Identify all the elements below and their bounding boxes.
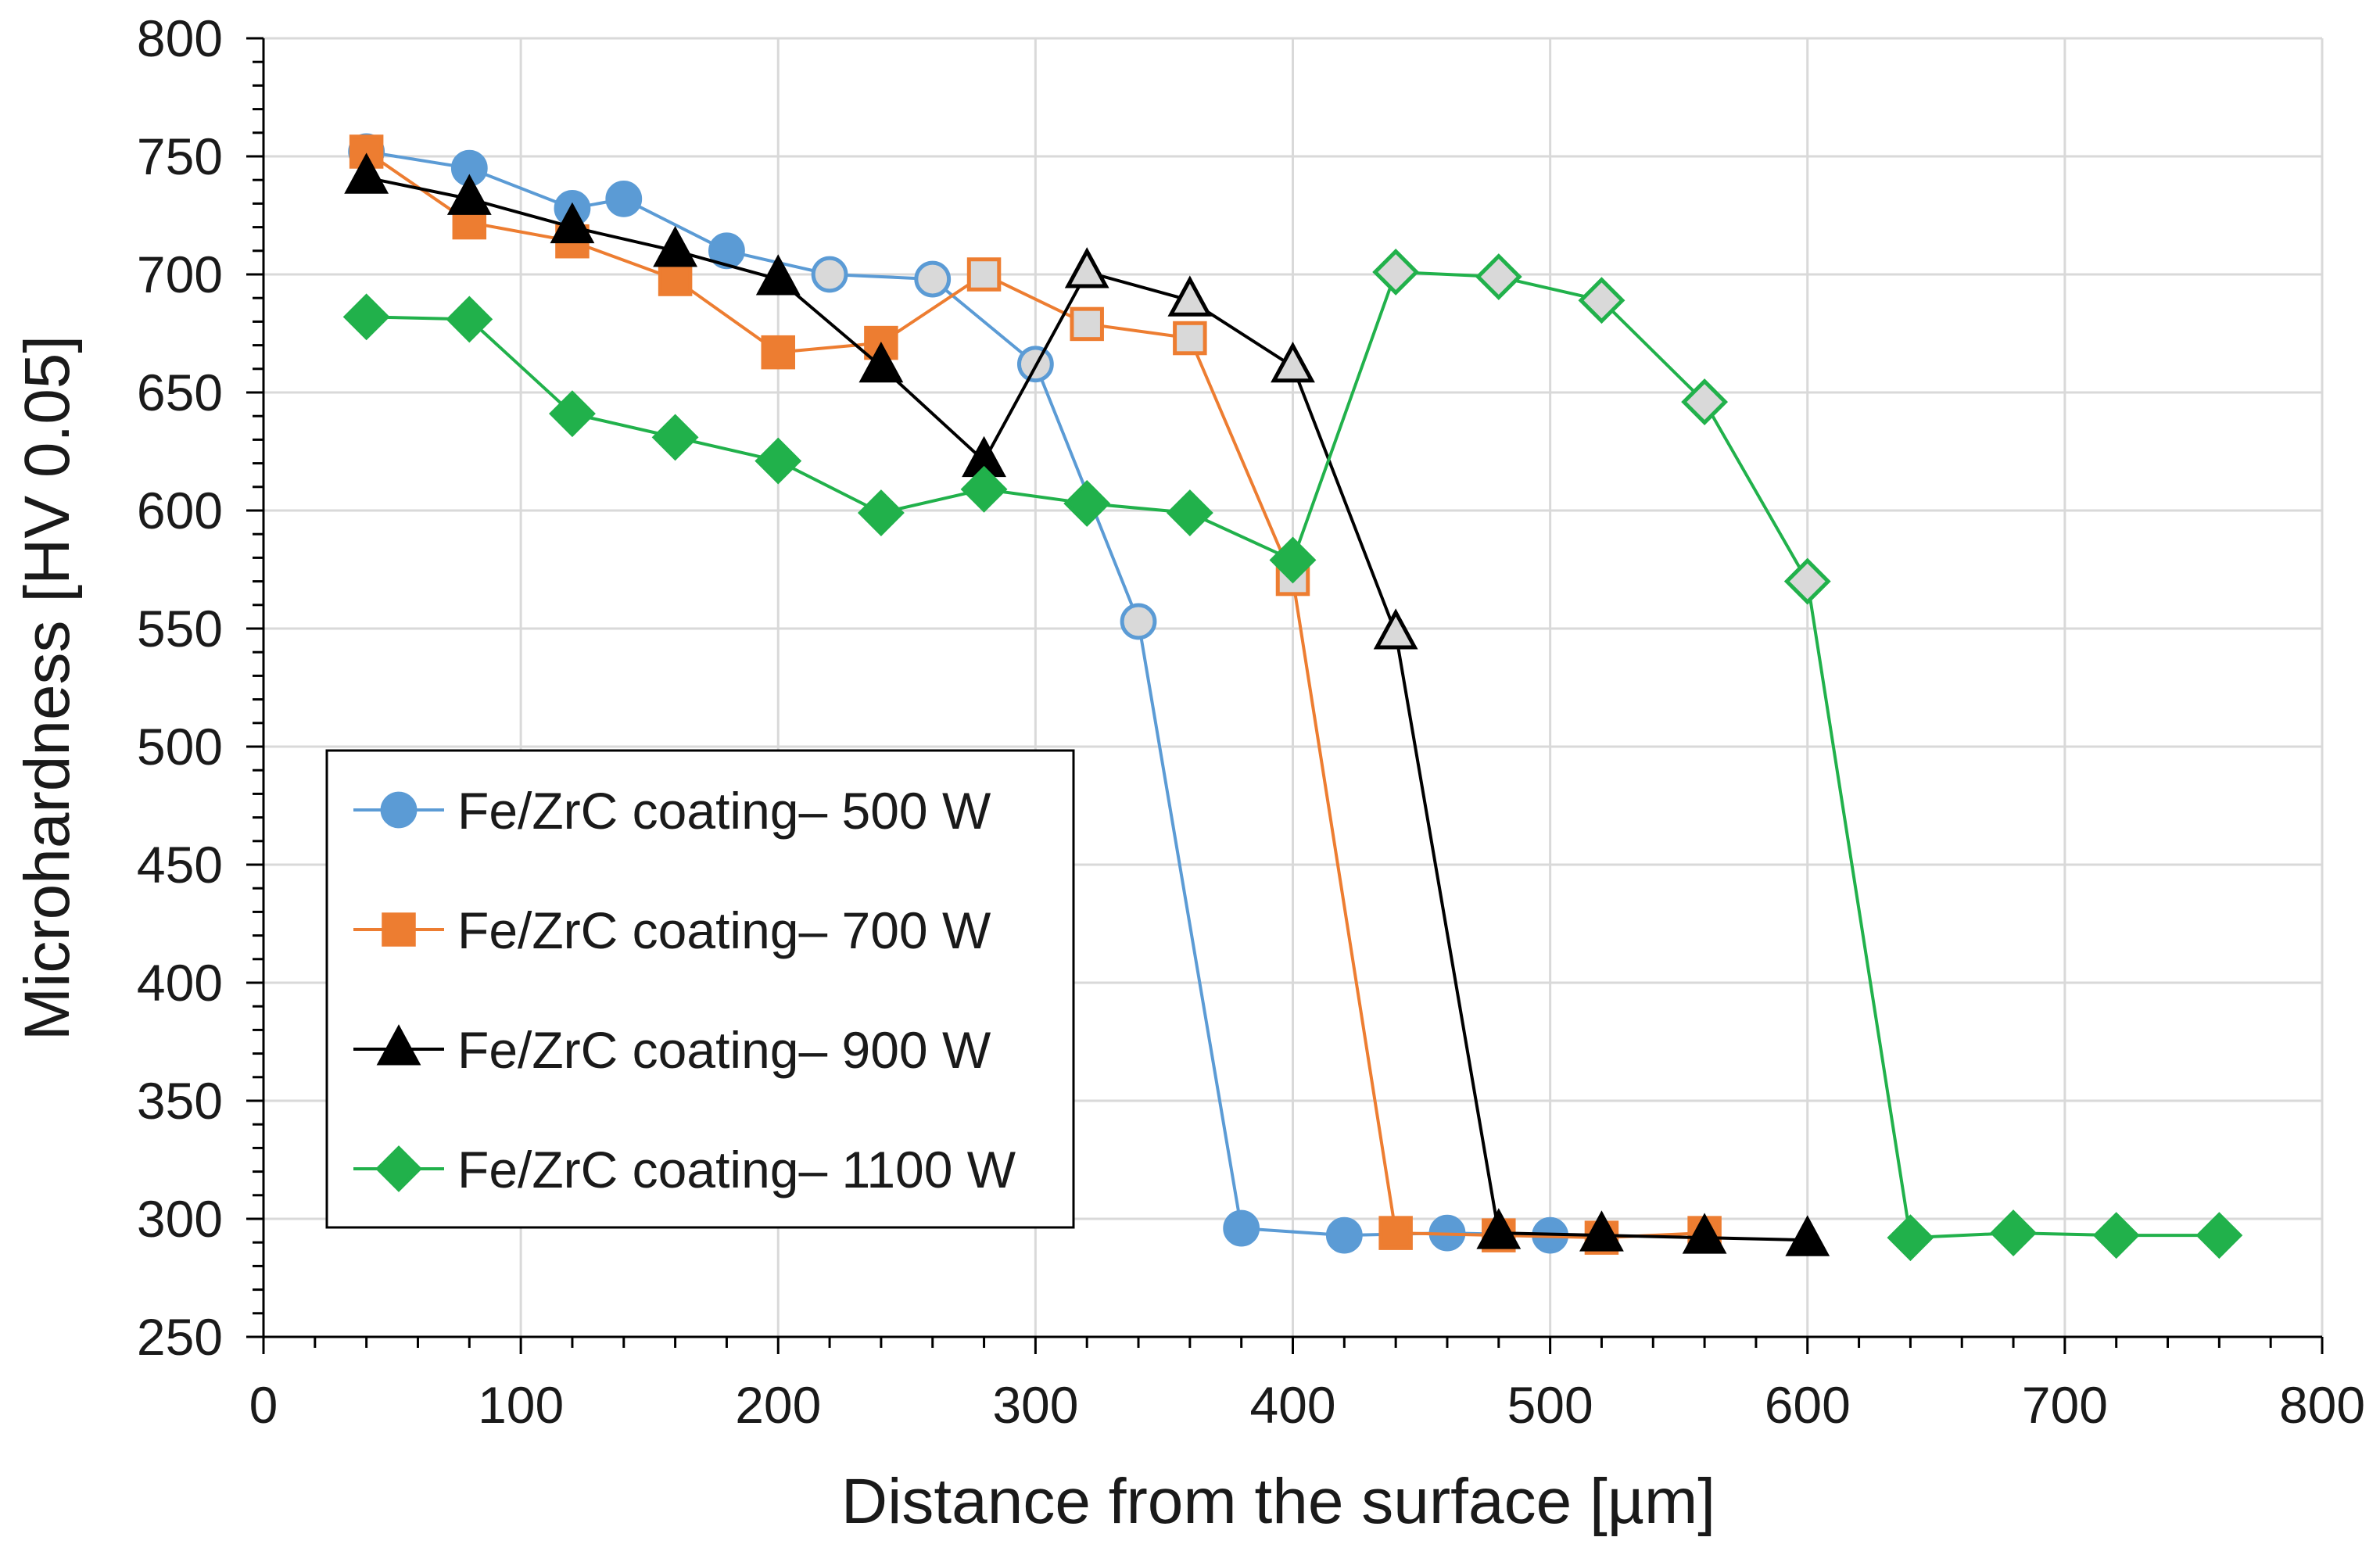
- data-point: [1325, 1216, 1363, 1254]
- data-point: [658, 262, 693, 296]
- data-point: [1476, 1208, 1522, 1249]
- x-tick-label: 800: [2279, 1376, 2365, 1434]
- legend-box: [325, 749, 1075, 1229]
- data-point: [1378, 1216, 1413, 1250]
- data-point: [966, 257, 1002, 292]
- data-point: [1063, 480, 1111, 527]
- data-point: [2092, 1212, 2140, 1259]
- x-tick-label: 700: [2022, 1376, 2108, 1434]
- legend-label: Fe/ZrC coating– 700 W: [457, 901, 991, 959]
- data-point: [1372, 249, 1420, 296]
- x-axis-title: Distance from the surface [µm]: [841, 1466, 1715, 1537]
- data-point: [549, 390, 596, 438]
- y-tick-label: 400: [137, 954, 223, 1012]
- data-point: [1682, 1213, 1727, 1254]
- legend-marker: [380, 791, 418, 829]
- data-point: [1578, 277, 1625, 324]
- data-point: [1070, 306, 1104, 342]
- y-tick-label: 250: [137, 1308, 223, 1366]
- series-diamond: [342, 249, 2243, 1262]
- data-point: [1990, 1209, 2037, 1257]
- data-point: [1166, 489, 1213, 536]
- legend-entry: Fe/ZrC coating– 700 W: [353, 901, 991, 959]
- data-point: [1271, 341, 1315, 383]
- x-tick-label: 300: [992, 1376, 1078, 1434]
- data-point: [761, 335, 795, 370]
- data-point: [1475, 253, 1522, 300]
- data-point: [1887, 1214, 1934, 1262]
- data-point: [1120, 603, 1157, 640]
- x-tick-label: 200: [735, 1376, 821, 1434]
- x-tick-label: 500: [1507, 1376, 1593, 1434]
- data-point: [1269, 536, 1317, 584]
- legend-label: Fe/ZrC coating– 900 W: [457, 1021, 991, 1079]
- data-point: [2195, 1212, 2243, 1259]
- data-point: [1783, 557, 1831, 605]
- data-point: [1223, 1209, 1260, 1247]
- data-point: [1681, 378, 1729, 426]
- data-point: [1173, 321, 1207, 356]
- legend-label: Fe/ZrC coating– 500 W: [457, 782, 991, 840]
- data-point: [755, 437, 802, 485]
- data-point: [858, 341, 904, 383]
- data-point: [651, 414, 699, 461]
- y-tick-label: 500: [137, 718, 223, 776]
- x-tick-label: 600: [1765, 1376, 1851, 1434]
- data-point: [1064, 247, 1109, 288]
- x-tick-label: 100: [478, 1376, 564, 1434]
- y-tick-label: 600: [137, 482, 223, 539]
- legend: Fe/ZrC coating– 500 W Fe/ZrC coating– 700…: [325, 749, 1075, 1229]
- legend-entry: Fe/ZrC coating– 1100 W: [353, 1141, 1016, 1198]
- x-tick-label: 400: [1249, 1376, 1335, 1434]
- data-point: [708, 232, 745, 270]
- legend-entry: Fe/ZrC coating– 500 W: [353, 782, 991, 840]
- data-point: [811, 256, 848, 293]
- data-point: [755, 254, 801, 296]
- data-point: [446, 174, 492, 215]
- legend-marker: [376, 1024, 421, 1066]
- data-point: [1167, 275, 1213, 317]
- series-triangle: [344, 152, 1830, 1256]
- legend-label: Fe/ZrC coating– 1100 W: [457, 1141, 1016, 1198]
- y-tick-label: 800: [137, 9, 223, 67]
- legend-marker: [375, 1145, 422, 1192]
- y-tick-label: 300: [137, 1190, 223, 1248]
- data-point: [960, 465, 1008, 513]
- data-point: [653, 225, 698, 267]
- y-axis-title: Microhardness [HV 0.05]: [12, 335, 83, 1041]
- axes: [246, 37, 2324, 1354]
- data-point: [1373, 608, 1418, 650]
- y-tick-label: 550: [137, 600, 223, 657]
- y-tick-label: 750: [137, 127, 223, 185]
- y-tick-label: 650: [137, 364, 223, 421]
- y-tick-label: 450: [137, 836, 223, 894]
- data-point: [1785, 1215, 1830, 1256]
- data-point: [550, 202, 595, 244]
- data-point: [342, 293, 390, 341]
- y-tick-label: 350: [137, 1072, 223, 1130]
- data-point: [605, 180, 643, 217]
- series-line: [365, 150, 1705, 1240]
- legend-entry: Fe/ZrC coating– 900 W: [353, 1021, 991, 1079]
- tick-labels: 0 100 200 300 400 500 600 700 800 250 300 350 400 450…: [137, 9, 2365, 1434]
- data-point: [344, 152, 389, 194]
- x-tick-label: 0: [249, 1376, 278, 1434]
- data-point: [1579, 1210, 1624, 1252]
- legend-marker: [382, 912, 416, 947]
- data-point: [857, 489, 905, 536]
- data-point: [446, 296, 493, 343]
- data-point: [914, 260, 952, 298]
- data-point: [349, 134, 384, 169]
- y-tick-label: 700: [137, 245, 223, 303]
- data-series: [342, 133, 2243, 1262]
